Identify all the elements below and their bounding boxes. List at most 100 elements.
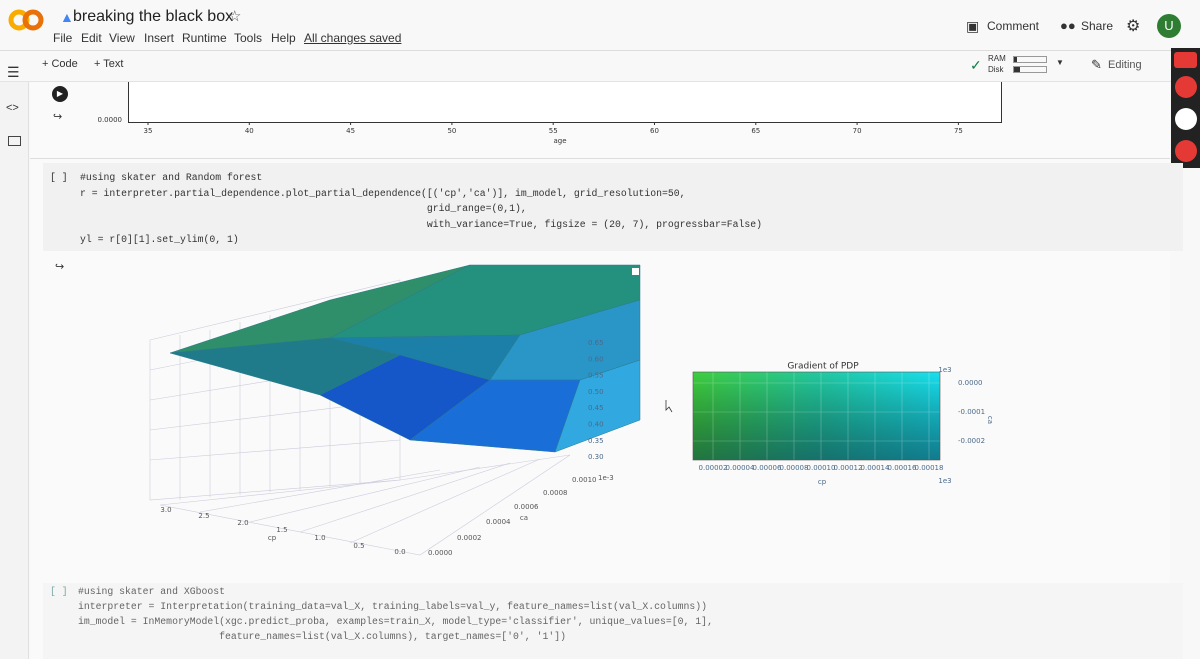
add-text-button[interactable]: + Text <box>94 58 124 70</box>
notebook-title[interactable]: breaking the black box <box>73 8 234 25</box>
ca-exponent: 1e-3 <box>598 474 614 482</box>
code-cell-1[interactable] <box>43 163 1183 251</box>
code-snippets-icon[interactable]: <> <box>6 102 19 114</box>
ca-tick-label: 0.0002 <box>457 534 482 542</box>
x-tick-label: 60 <box>650 127 659 135</box>
plot-toggle[interactable] <box>632 268 639 275</box>
gradient-title: Gradient of PDP <box>787 362 859 372</box>
run-button[interactable]: ▶ <box>52 86 68 102</box>
cp-tick-label: 2.0 <box>237 519 248 527</box>
resources-dropdown[interactable]: ▼ <box>1056 58 1064 67</box>
ca-tick-label: 0.0004 <box>486 518 511 526</box>
x-tick-label: 55 <box>549 127 558 135</box>
x-tick-label: 0.00012 <box>834 464 863 472</box>
cp-tick-label: 0.5 <box>353 542 364 550</box>
y-tick-label: 0.0000 <box>98 116 123 124</box>
y-axis-label: ca <box>986 416 994 424</box>
y-tick-label: 0.0000 <box>958 379 983 387</box>
ca-axis-label: ca <box>520 514 528 522</box>
logo <box>8 9 44 31</box>
mic-button[interactable] <box>1175 76 1197 98</box>
menu-item[interactable]: Tools <box>234 31 263 45</box>
menu-item[interactable]: Runtime <box>182 31 227 45</box>
z-tick-label: 0.55 <box>588 372 604 380</box>
edit-icon: ✎ <box>1091 57 1102 72</box>
add-code-button[interactable]: + Code <box>42 58 78 70</box>
code-line: #using skater and Random forest <box>80 172 263 183</box>
disk-bar <box>1013 66 1047 73</box>
z-tick-label: 0.60 <box>588 355 604 363</box>
ca-tick-label: 0.0008 <box>543 489 568 497</box>
menu-item[interactable]: Insert <box>144 31 175 45</box>
ca-tick-label: 0.0010 <box>572 476 597 484</box>
x-axis-label: age <box>553 137 566 145</box>
share-icon[interactable]: ●● <box>1060 18 1076 33</box>
disk-label: Disk <box>988 65 1004 74</box>
recorder-bar <box>1171 48 1200 168</box>
x-axis-label: cp <box>818 478 827 486</box>
cp-tick-label: 3.0 <box>160 506 171 514</box>
editing-mode[interactable]: Editing <box>1108 59 1142 71</box>
x-tick-label: 0.00010 <box>807 464 836 472</box>
code-line: grid_range=(0,1), <box>80 203 527 214</box>
ram-bar <box>1013 56 1047 63</box>
menu-item[interactable]: View <box>109 31 135 45</box>
x-tick-label: 0.00006 <box>753 464 782 472</box>
z-tick-label: 0.45 <box>588 404 604 412</box>
star-icon[interactable]: ☆ <box>228 8 242 25</box>
code-cell-2[interactable] <box>43 583 1183 659</box>
x-tick-label: 65 <box>751 127 760 135</box>
x-tick-label: 40 <box>245 127 254 135</box>
connected-check: ✓ <box>970 57 982 73</box>
pdp-surface <box>169 264 641 453</box>
x-tick-label: 45 <box>346 127 355 135</box>
menu-item[interactable]: Edit <box>81 31 102 45</box>
toolbar: + Code + Text ✓ RAM Disk ▼ ✎ Editing <box>0 51 1200 82</box>
chat-button[interactable] <box>1175 140 1197 162</box>
sidebar: ☰ <> <box>0 64 29 659</box>
x-exponent: 1e3 <box>938 477 951 485</box>
z-tick-label: 0.65 <box>588 339 604 347</box>
y-tick-label: -0.0001 <box>958 408 985 416</box>
avatar[interactable]: U <box>1157 14 1181 38</box>
window-button[interactable] <box>1175 108 1197 130</box>
output-icon: ↪ <box>53 111 63 123</box>
ca-tick-label: 0.0006 <box>514 503 539 511</box>
menu-item[interactable]: File <box>53 31 73 45</box>
cp-tick-label: 2.5 <box>198 512 209 520</box>
heatmap-frame <box>692 371 941 461</box>
code-line: #using skater and XGboost <box>78 586 225 597</box>
menu-item[interactable]: Help <box>271 31 296 45</box>
cell-bracket[interactable]: [ ] <box>50 172 68 183</box>
cp-tick-label: 1.0 <box>314 534 325 542</box>
x-tick-label: 0.00002 <box>699 464 728 472</box>
toc-icon[interactable]: ☰ <box>7 64 20 80</box>
x-tick-label: 0.00004 <box>726 464 755 472</box>
save-status[interactable]: All changes saved <box>304 31 402 45</box>
ca-tick-label: 0.0000 <box>428 549 453 557</box>
settings-icon[interactable]: ⚙ <box>1126 18 1141 35</box>
code-line: yl = r[0][1].set_ylim(0, 1) <box>80 234 239 245</box>
back-button[interactable] <box>1174 52 1197 68</box>
header: ▲ breaking the black box ☆ File Edit View I… <box>0 0 1200 51</box>
heatmap-grid <box>693 372 940 460</box>
x-tick-label: 0.00018 <box>915 464 944 472</box>
ram-label: RAM <box>988 54 1006 63</box>
x-tick-label: 75 <box>954 127 963 135</box>
files-icon[interactable] <box>8 136 21 146</box>
code-line: interpreter = Interpretation(training_da… <box>78 601 708 612</box>
x-tick-label: 70 <box>853 127 862 135</box>
mouse-cursor <box>665 400 673 413</box>
share-button[interactable]: Share <box>1081 19 1114 33</box>
age-plot-frame <box>128 82 1002 123</box>
comment-icon[interactable]: ▣ <box>966 18 980 34</box>
x-tick-label: 0.00016 <box>888 464 917 472</box>
gradient-shade <box>693 372 940 460</box>
output-icon: ↪ <box>55 261 65 273</box>
comment-button[interactable]: Comment <box>987 19 1040 33</box>
cell-bracket[interactable]: [ ] <box>50 586 68 597</box>
x-tick-label: 50 <box>447 127 456 135</box>
z-tick-label: 0.30 <box>588 453 604 461</box>
